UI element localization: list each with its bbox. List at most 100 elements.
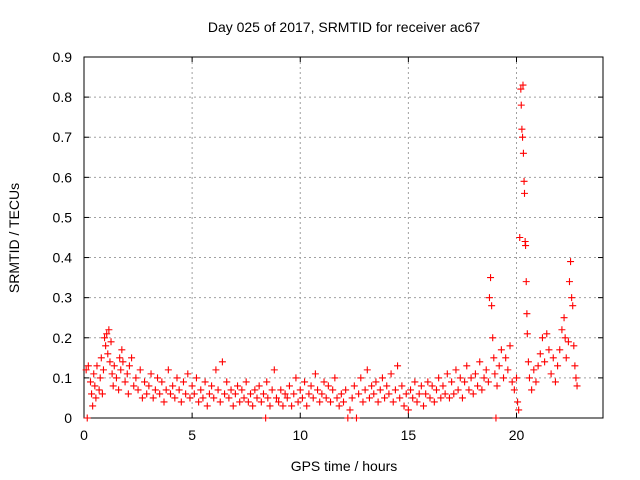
data-point — [469, 390, 477, 398]
data-point — [296, 386, 304, 394]
data-point — [443, 370, 451, 378]
data-point — [212, 366, 220, 374]
data-point — [441, 390, 449, 398]
data-point — [216, 398, 224, 406]
data-point — [156, 390, 164, 398]
data-point — [437, 394, 445, 402]
data-point — [520, 177, 528, 185]
data-point — [407, 386, 415, 394]
data-point — [534, 362, 542, 370]
data-point — [335, 402, 343, 410]
data-point — [236, 398, 244, 406]
data-point — [123, 370, 131, 378]
data-point — [103, 330, 111, 338]
data-point — [214, 386, 222, 394]
data-point — [432, 386, 440, 394]
data-point — [445, 394, 453, 402]
data-point — [538, 334, 546, 342]
y-tick-label: 0.8 — [53, 89, 73, 105]
data-point — [322, 394, 330, 402]
data-point — [218, 358, 226, 366]
data-point — [487, 274, 495, 282]
data-point — [568, 294, 576, 302]
data-point — [173, 374, 181, 382]
data-point — [221, 390, 229, 398]
data-point — [572, 374, 580, 382]
data-point — [318, 390, 326, 398]
data-point — [154, 374, 162, 382]
data-point — [134, 386, 142, 394]
data-point — [162, 386, 170, 394]
data-point — [458, 394, 466, 402]
data-point — [231, 390, 239, 398]
data-point — [247, 390, 255, 398]
data-point — [95, 386, 103, 394]
data-point — [192, 374, 200, 382]
data-point — [359, 398, 367, 406]
data-point — [567, 258, 575, 266]
data-point — [147, 370, 155, 378]
data-point — [490, 354, 498, 362]
data-point — [91, 382, 99, 390]
data-point — [279, 402, 287, 410]
data-point — [519, 149, 527, 157]
y-axis-label: SRMTID / TECUs — [6, 183, 22, 293]
data-point — [545, 346, 553, 354]
data-point — [348, 394, 356, 402]
data-point — [376, 386, 384, 394]
data-point — [523, 330, 531, 338]
data-point — [89, 402, 97, 410]
data-point — [467, 374, 475, 382]
data-point — [391, 386, 399, 394]
data-point — [329, 386, 337, 394]
data-point — [450, 390, 458, 398]
data-point — [117, 366, 125, 374]
data-point — [275, 398, 283, 406]
plot-frame — [83, 56, 604, 419]
data-point — [565, 278, 573, 286]
data-point — [506, 342, 514, 350]
x-tick-label: 20 — [509, 427, 525, 443]
data-point — [522, 242, 530, 250]
data-point — [311, 370, 319, 378]
data-point — [309, 394, 317, 402]
data-point — [158, 378, 166, 386]
data-point — [561, 334, 569, 342]
data-point — [502, 354, 510, 362]
x-tick-label: 0 — [80, 427, 88, 443]
data-point — [522, 278, 530, 286]
data-point — [164, 366, 172, 374]
data-point — [264, 394, 272, 402]
data-point — [368, 382, 376, 390]
data-point — [378, 374, 386, 382]
data-point — [294, 398, 302, 406]
data-point — [404, 406, 412, 414]
data-point — [90, 370, 98, 378]
data-point — [249, 402, 257, 410]
data-point — [454, 386, 462, 394]
data-point — [210, 394, 218, 402]
data-point — [186, 394, 194, 402]
data-point — [573, 382, 581, 390]
data-point — [255, 382, 263, 390]
data-point — [141, 378, 149, 386]
data-point — [569, 302, 577, 310]
data-point — [115, 386, 123, 394]
data-point — [484, 378, 492, 386]
data-point — [83, 414, 91, 422]
data-point — [98, 390, 106, 398]
data-point — [223, 378, 231, 386]
data-point — [132, 374, 140, 382]
y-tick-label: 0.4 — [53, 250, 73, 266]
data-point — [125, 362, 133, 370]
data-point — [532, 378, 540, 386]
data-point — [171, 394, 179, 402]
data-point — [281, 390, 289, 398]
data-point — [435, 374, 443, 382]
data-point — [272, 394, 280, 402]
data-point — [106, 358, 114, 366]
data-point — [96, 374, 104, 382]
data-point — [344, 414, 352, 422]
data-point — [394, 362, 402, 370]
data-point — [365, 394, 373, 402]
